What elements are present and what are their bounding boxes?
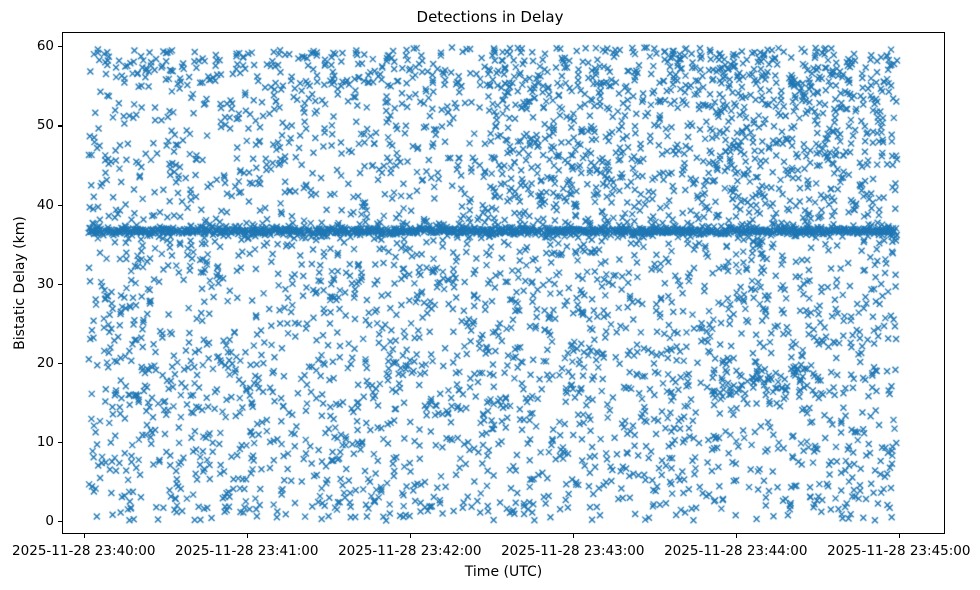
y-tick-label-text: 30 [36,275,54,292]
scatter-plot-canvas [63,33,944,533]
y-tick-label-text: 60 [36,38,54,55]
y-tick-mark [58,521,62,523]
x-tick-mark [572,534,574,538]
x-axis-label: Time (UTC) [464,564,543,580]
y-tick-mark [58,362,62,365]
y-tick-label-text: 40 [36,196,54,213]
x-tick-label: 2025-11-28 23:43:00 [463,540,683,559]
x-tick-mark [246,534,248,538]
x-tick-label-text: 2025-11-28 23:44:00 [664,543,808,559]
x-tick-mark [83,534,85,538]
x-tick-mark [409,534,411,538]
x-tick-label: 2025-11-28 23:45:00 [789,540,980,559]
y-tick-mark [58,204,62,206]
x-tick-label-text: 2025-11-28 23:45:00 [827,543,971,559]
y-tick-mark [58,442,62,444]
x-tick-label: 2025-11-28 23:40:00 [0,540,194,559]
x-tick-mark [735,534,737,538]
y-tick-mark [58,283,62,285]
x-tick-label-text: 2025-11-28 23:41:00 [175,543,319,559]
y-tick-mark [58,125,62,127]
y-tick-label-text: 0 [45,513,54,530]
x-tick-label: 2025-11-28 23:42:00 [300,540,520,559]
x-tick-label: 2025-11-28 23:44:00 [626,540,846,559]
y-tick-label-text: 50 [36,117,54,134]
x-tick-label-text: 2025-11-28 23:42:00 [338,543,482,559]
x-tick-label-text: 2025-11-28 23:43:00 [501,543,645,559]
page-title: Detections in Delay [416,8,564,26]
x-tick-label: 2025-11-28 23:41:00 [137,540,357,559]
y-tick-label-text: 20 [36,354,54,371]
x-tick-mark [898,534,900,538]
x-tick-label-text: 2025-11-28 23:40:00 [12,543,156,559]
plot-axes-area [62,32,945,534]
y-tick-mark [58,46,62,48]
y-tick-label-text: 10 [36,434,54,451]
